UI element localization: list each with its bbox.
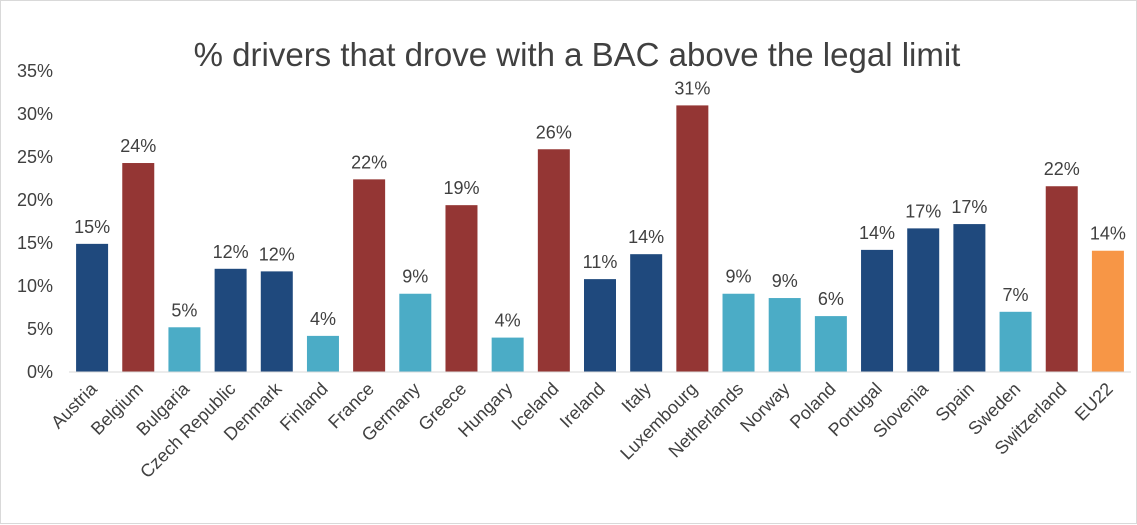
y-tick-label: 30% xyxy=(17,104,53,124)
x-tick-label: Finland xyxy=(276,379,332,435)
bar xyxy=(999,311,1032,372)
x-tick-label: Norway xyxy=(736,379,793,436)
data-label: 9% xyxy=(402,267,428,287)
bar xyxy=(722,293,755,372)
y-tick-label: 15% xyxy=(17,233,53,253)
x-tick-label: Italy xyxy=(618,379,655,416)
y-tick-label: 0% xyxy=(27,362,53,382)
data-label: 4% xyxy=(310,309,336,329)
data-label: 4% xyxy=(495,311,521,331)
bar xyxy=(814,316,847,372)
bar xyxy=(491,337,524,372)
x-tick-label: Ireland xyxy=(556,379,609,432)
chart-title: % drivers that drove with a BAC above th… xyxy=(194,36,961,73)
bar xyxy=(260,271,293,372)
y-tick-label: 5% xyxy=(27,319,53,339)
y-tick-label: 20% xyxy=(17,190,53,210)
data-label: 14% xyxy=(859,223,895,243)
y-axis: 0% 5% 10% 15% 20% 25% 30% 35% xyxy=(17,61,53,382)
data-label: 14% xyxy=(628,227,664,247)
data-label: 24% xyxy=(120,136,156,156)
bar xyxy=(953,224,986,372)
data-labels-group: 15% 24% 5% 12% 12% 4% 22% 9% 19% 4% 26% 11% 14% 31% 9%… xyxy=(74,78,1126,330)
bar xyxy=(907,228,940,372)
bar xyxy=(122,163,155,372)
bar xyxy=(584,279,616,372)
bar xyxy=(537,149,570,372)
data-label: 11% xyxy=(583,252,618,272)
data-label: 22% xyxy=(351,152,387,172)
data-label: 7% xyxy=(1003,285,1029,305)
bars-group xyxy=(76,105,1124,373)
x-tick-label: Iceland xyxy=(507,379,562,434)
bar xyxy=(861,249,894,372)
data-label: 17% xyxy=(905,201,941,221)
y-tick-label: 35% xyxy=(17,61,53,81)
data-label: 12% xyxy=(213,242,249,262)
bar xyxy=(676,105,709,373)
data-label: 31% xyxy=(674,78,710,98)
data-label: 9% xyxy=(726,267,752,287)
data-label: 26% xyxy=(536,122,572,142)
bar xyxy=(630,254,663,372)
data-label: 9% xyxy=(772,271,798,291)
bar xyxy=(445,205,478,372)
bar xyxy=(76,243,109,372)
data-label: 14% xyxy=(1090,224,1126,244)
y-tick-label: 25% xyxy=(17,147,53,167)
bar xyxy=(1045,186,1078,372)
data-label: 19% xyxy=(443,178,479,198)
x-tick-label: EU22 xyxy=(1071,379,1117,425)
data-label: 15% xyxy=(74,217,110,237)
bar xyxy=(306,335,339,372)
data-label: 22% xyxy=(1044,159,1080,179)
y-tick-label: 10% xyxy=(17,276,53,296)
data-label: 5% xyxy=(171,300,197,320)
bar xyxy=(353,179,386,372)
bar xyxy=(168,327,201,372)
data-label: 12% xyxy=(259,244,295,264)
bar xyxy=(1091,250,1124,372)
bar xyxy=(768,298,801,372)
bar xyxy=(399,293,432,372)
data-label: 17% xyxy=(951,197,987,217)
data-label: 6% xyxy=(818,289,844,309)
bar xyxy=(214,268,247,372)
